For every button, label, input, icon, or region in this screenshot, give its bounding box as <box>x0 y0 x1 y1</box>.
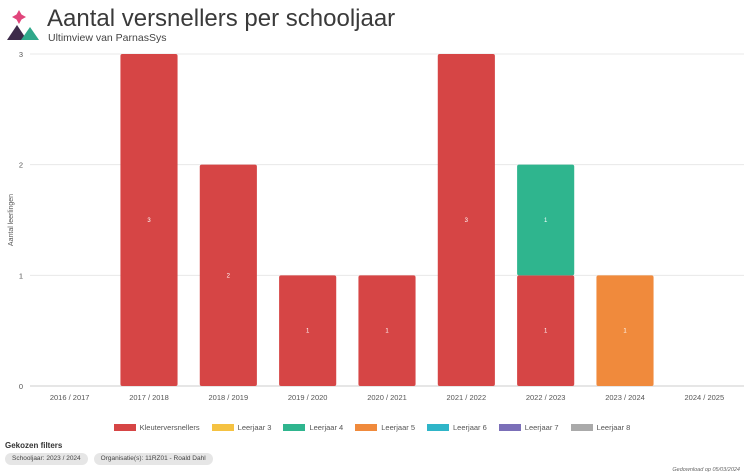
bar[interactable] <box>596 275 654 386</box>
x-tick-label: 2018 / 2019 <box>209 393 249 402</box>
legend-label: Leerjaar 8 <box>596 422 631 432</box>
y-axis-label: Aantal leerlingen <box>8 194 15 246</box>
y-tick-label: 0 <box>19 382 23 391</box>
legend-swatch <box>355 423 378 431</box>
legend-item[interactable]: Leerjaar 4 <box>283 420 343 434</box>
download-note: Gedownload op 05/03/2024 <box>672 467 740 473</box>
legend-swatch <box>427 423 450 431</box>
bar[interactable] <box>517 164 575 276</box>
legend-label: Leerjaar 7 <box>524 422 559 432</box>
legend-swatch <box>498 423 521 431</box>
x-tick-label: 2024 / 2025 <box>685 393 725 402</box>
x-tick-label: 2019 / 2020 <box>288 393 328 402</box>
bar[interactable] <box>199 164 257 386</box>
legend-label: Leerjaar 6 <box>453 422 487 432</box>
data-label: 1 <box>623 329 627 335</box>
filters-title: Gekozen filters <box>5 441 63 450</box>
data-label: 1 <box>544 329 548 335</box>
bar-chart: 0 1 2 3 Aantal leerlingen 2016 / 2017 3 2017 / … <box>8 50 744 402</box>
legend-item[interactable]: Leerjaar 8 <box>570 420 631 434</box>
filter-chip-schooljaar[interactable]: Schooljaar: 2023 / 2024 <box>5 453 88 465</box>
legend-label: Leerjaar 4 <box>309 422 344 432</box>
chart-legend: Kleuterversnellers Leerjaar 3 Leerjaar 4 Le… <box>0 420 744 434</box>
legend-swatch <box>113 423 136 431</box>
data-label: 2 <box>227 273 231 279</box>
legend-item[interactable]: Kleuterversnellers <box>113 420 200 434</box>
legend-item[interactable]: Leerjaar 6 <box>427 420 487 434</box>
bar[interactable] <box>358 275 416 386</box>
y-tick-label: 3 <box>19 50 23 59</box>
x-tick-label: 2016 / 2017 <box>50 393 90 402</box>
x-tick-label: 2022 / 2023 <box>526 393 566 402</box>
legend-item[interactable]: Leerjaar 5 <box>355 420 415 434</box>
legend-label: Leerjaar 5 <box>381 422 416 432</box>
x-tick-label: 2021 / 2022 <box>447 393 487 402</box>
legend-label: Kleuterversnellers <box>139 422 200 432</box>
x-tick-label: 2023 / 2024 <box>605 393 645 402</box>
y-tick-label: 1 <box>19 271 23 280</box>
legend-label: Leerjaar 3 <box>237 422 272 432</box>
x-tick-label: 2017 / 2018 <box>129 393 169 402</box>
filter-chips: Schooljaar: 2023 / 2024 Organisatie(s): … <box>5 453 213 465</box>
data-label: 1 <box>385 329 389 335</box>
bar[interactable] <box>437 54 495 386</box>
filter-chip-organisatie[interactable]: Organisatie(s): 11RZ01 - Roald Dahl <box>93 453 213 465</box>
bar[interactable] <box>120 54 178 386</box>
bar[interactable] <box>279 275 337 386</box>
bar[interactable] <box>517 275 575 386</box>
header: Aantal versnellers per schooljaar Ultimv… <box>0 0 744 48</box>
data-label: 3 <box>465 218 469 224</box>
data-label: 1 <box>306 329 310 335</box>
legend-item[interactable]: Leerjaar 3 <box>211 420 272 434</box>
legend-swatch <box>570 423 593 431</box>
page-subtitle: Ultimview van ParnasSys <box>48 32 167 44</box>
data-label: 1 <box>544 218 548 224</box>
parnassys-logo-icon <box>7 10 39 40</box>
data-label: 3 <box>147 218 151 224</box>
y-tick-label: 2 <box>19 161 23 170</box>
page-title: Aantal versnellers per schooljaar <box>47 5 396 32</box>
legend-item[interactable]: Leerjaar 7 <box>498 420 559 434</box>
legend-swatch <box>211 423 234 431</box>
legend-swatch <box>283 423 306 431</box>
x-tick-label: 2020 / 2021 <box>367 393 407 402</box>
